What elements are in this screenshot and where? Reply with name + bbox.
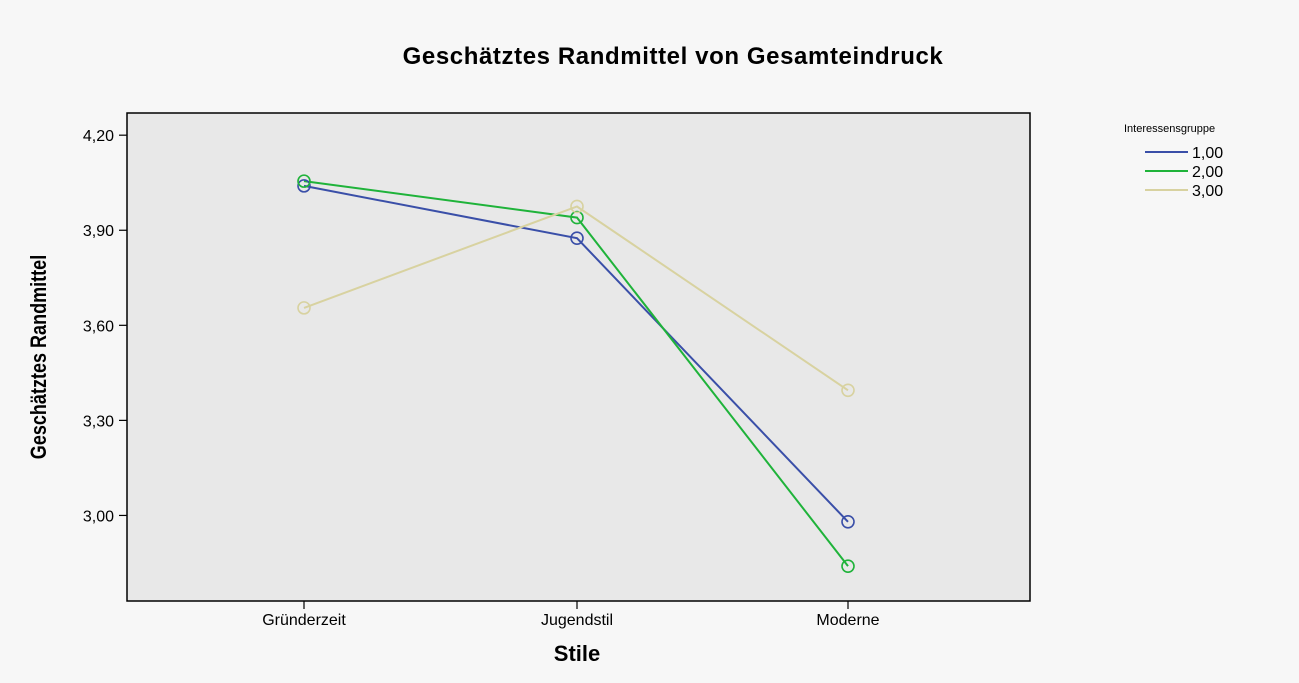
data-point-marker xyxy=(570,199,584,214)
y-tick-label: 4,20 xyxy=(83,128,114,145)
y-tick-label: 3,60 xyxy=(83,318,114,335)
data-point-marker xyxy=(841,383,855,398)
series-line-2 xyxy=(303,180,849,567)
series-markers xyxy=(297,174,855,573)
legend-items: 1,00 2,00 3,00 xyxy=(1145,145,1223,200)
plot-area xyxy=(126,112,1031,602)
x-tick-label: Jugendstil xyxy=(541,612,613,629)
data-point-marker xyxy=(570,231,584,245)
x-axis-title: Stile xyxy=(554,641,600,666)
chart-title: Geschätztes Randmittel von Gesamteindruc… xyxy=(403,43,944,70)
series-line-1 xyxy=(303,184,849,523)
series-lines xyxy=(303,180,849,567)
data-point-marker xyxy=(841,514,855,529)
y-tick-label: 3,90 xyxy=(83,223,114,240)
y-tick-label: 3,30 xyxy=(83,413,114,430)
data-point-marker xyxy=(297,174,311,188)
data-point-marker xyxy=(297,301,311,315)
legend-label: 2,00 xyxy=(1192,164,1223,181)
x-tick-label: Gründerzeit xyxy=(262,612,346,629)
legend-label: 1,00 xyxy=(1192,145,1223,162)
legend-label: 3,00 xyxy=(1192,183,1223,200)
data-point-marker xyxy=(570,210,584,225)
y-axis-title: Geschätztes Randmittel xyxy=(27,255,51,459)
data-point-marker xyxy=(297,179,311,193)
y-tick-label: 3,00 xyxy=(83,508,114,525)
x-axis-ticks: Gründerzeit Jugendstil Moderne xyxy=(262,601,880,629)
legend: Interessensgruppe 1,00 2,00 3,00 xyxy=(1124,123,1223,200)
legend-title: Interessensgruppe xyxy=(1124,123,1215,135)
x-tick-label: Moderne xyxy=(816,612,879,629)
y-axis-ticks: 3,00 3,30 3,60 3,90 4,20 xyxy=(83,128,127,525)
series-line-3 xyxy=(303,205,849,392)
data-point-marker xyxy=(841,559,855,573)
